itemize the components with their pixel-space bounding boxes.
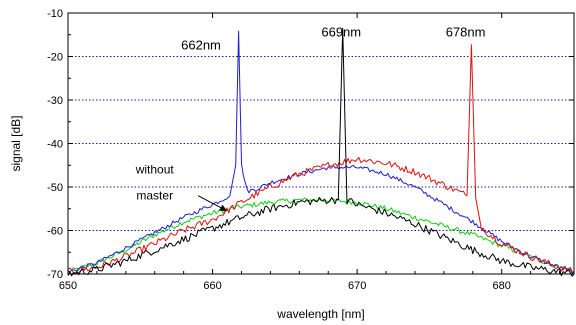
x-axis-title: wavelength [nm] [276, 307, 364, 321]
x-tick-label: 660 [203, 280, 221, 292]
annotation-label: master [136, 189, 173, 203]
series-line [67, 44, 575, 274]
series-line [67, 30, 575, 274]
grid-layer [68, 56, 574, 231]
y-axis-title: signal [dB] [9, 115, 23, 171]
y-tick-label: -10 [47, 8, 63, 20]
y-tick-label: -60 [47, 226, 63, 238]
y-tick-label: -30 [47, 95, 63, 107]
y-tick-label: -40 [47, 139, 63, 151]
series-line [67, 197, 575, 274]
series-line [67, 27, 575, 277]
label-layer: 650 660 670 680 -70 -60 -50 -40 -30 -20 -10 [47, 8, 511, 292]
y-tick-label: -70 [47, 269, 63, 281]
annotation-label: without [135, 163, 175, 177]
annotation-label: 669nm [321, 25, 361, 40]
annotation-layer: 662nm 669nm 678nm without master [135, 25, 486, 212]
x-tick-label: 680 [493, 280, 511, 292]
y-tick-label: -50 [47, 182, 63, 194]
tick-layer [67, 12, 574, 275]
x-tick-label: 650 [59, 280, 77, 292]
annotation-arrow-head [219, 204, 227, 211]
x-tick-label: 670 [348, 280, 366, 292]
annotation-label: 662nm [181, 38, 221, 53]
annotation-label: 678nm [446, 25, 486, 40]
series-layer [67, 27, 575, 277]
y-tick-label: -20 [47, 52, 63, 64]
